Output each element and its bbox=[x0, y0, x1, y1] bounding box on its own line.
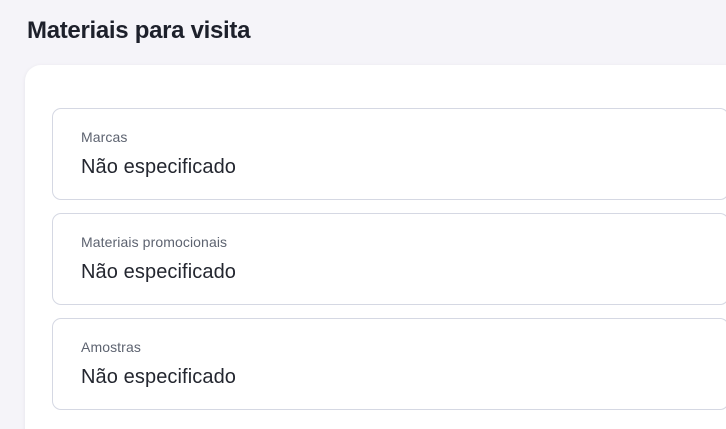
page-title: Materiais para visita bbox=[27, 17, 251, 44]
field-marcas[interactable]: Marcas Não especificado bbox=[52, 108, 726, 200]
field-materiais-promocionais[interactable]: Materiais promocionais Não especificado bbox=[52, 213, 726, 305]
field-amostras-value: Não especificado bbox=[81, 366, 237, 388]
field-amostras[interactable]: Amostras Não especificado bbox=[52, 318, 726, 410]
field-marcas-value: Não especificado bbox=[81, 156, 237, 178]
visit-materials-card: Marcas Não especificado Materiais promoc… bbox=[25, 65, 726, 429]
field-amostras-label: Amostras bbox=[81, 339, 141, 355]
field-materiais-promocionais-label: Materiais promocionais bbox=[81, 234, 228, 250]
field-marcas-label: Marcas bbox=[81, 129, 128, 145]
field-materiais-promocionais-value: Não especificado bbox=[81, 261, 237, 283]
